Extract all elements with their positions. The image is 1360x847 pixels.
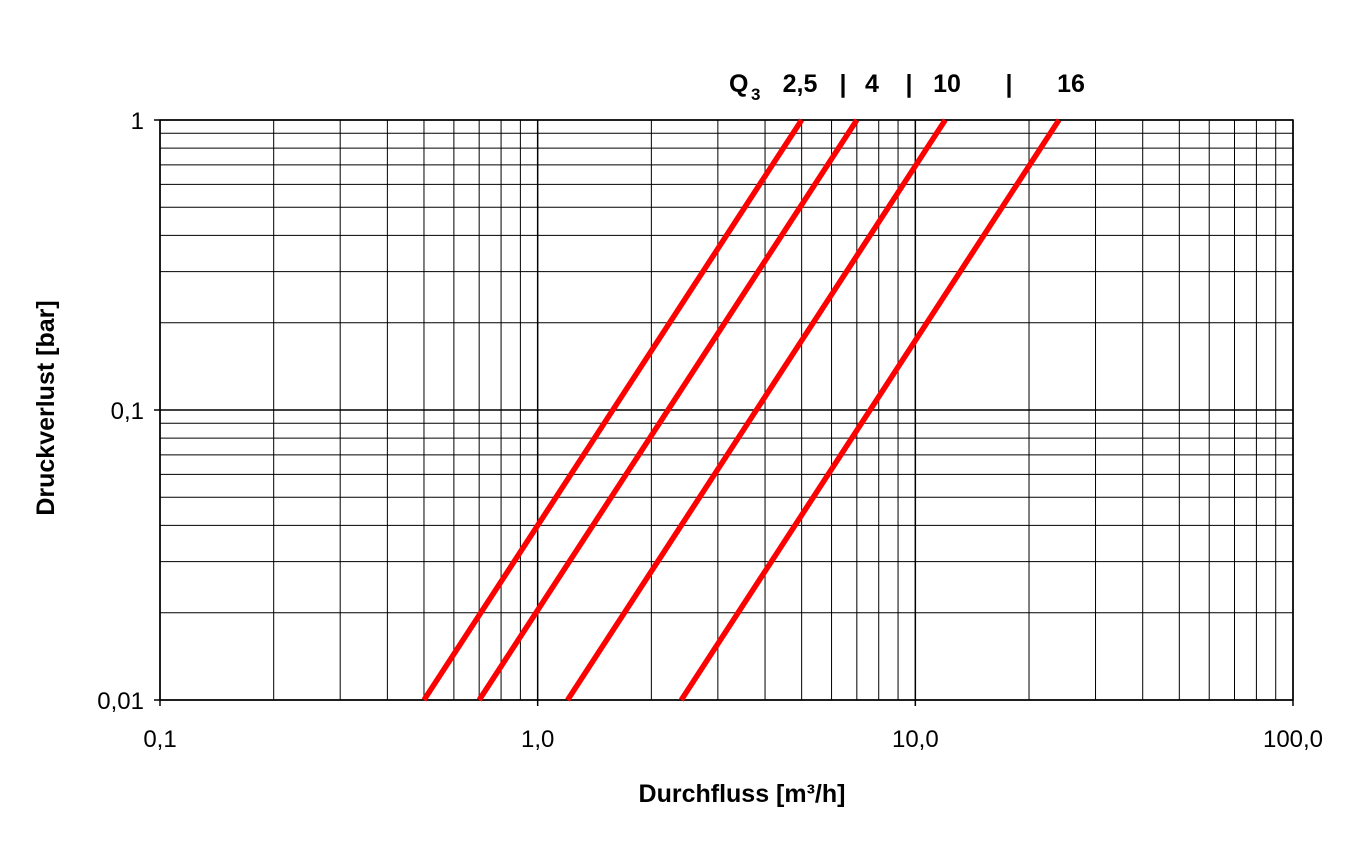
x-tick-labels: 0,1 1,0 10,0 100,0 xyxy=(143,726,1323,753)
series-line-2 xyxy=(476,118,860,702)
legend-prefix: Q xyxy=(729,70,748,98)
y-tick-label: 0,01 xyxy=(97,688,144,715)
series-line-4 xyxy=(678,118,1062,702)
x-tick-label: 1,0 xyxy=(521,726,554,753)
x-axis-label: Durchfluss [m³/h] xyxy=(639,780,846,808)
x-tick-label: 0,1 xyxy=(143,726,176,753)
x-tick-label: 100,0 xyxy=(1263,726,1323,753)
legend: Q 3 2,5 | 4 | 10 | 16 xyxy=(729,70,1085,104)
y-tick-labels: 0,01 0,1 1 xyxy=(97,108,144,715)
x-tick-label: 10,0 xyxy=(892,726,939,753)
plot-border xyxy=(159,119,1294,701)
legend-prefix-subscript: 3 xyxy=(751,85,760,104)
y-tick-label: 0,1 xyxy=(111,398,144,425)
legend-separator: | xyxy=(840,70,847,98)
plot-frame xyxy=(154,119,1294,706)
y-axis-label: Druckverlust [bar] xyxy=(32,300,60,515)
legend-entry: 16 xyxy=(1057,70,1085,98)
series-line-3 xyxy=(565,118,948,702)
legend-entry: 2,5 xyxy=(783,70,818,98)
legend-separator: | xyxy=(906,70,913,98)
y-tick-label: 1 xyxy=(131,108,144,135)
series-line-1 xyxy=(421,118,804,702)
legend-separator: | xyxy=(1006,70,1013,98)
legend-entry: 10 xyxy=(933,70,961,98)
series-layer xyxy=(421,118,1062,702)
legend-entry: 4 xyxy=(865,70,879,98)
